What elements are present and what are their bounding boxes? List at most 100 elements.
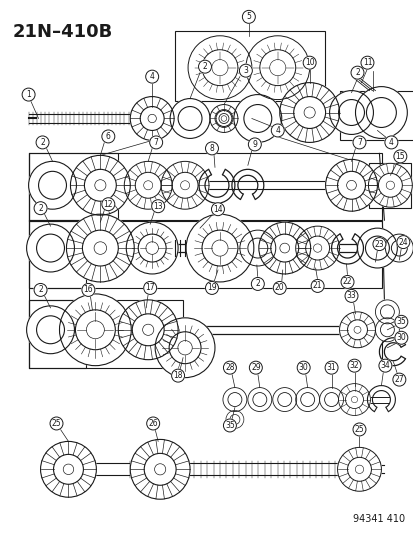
Text: 14: 14 bbox=[213, 205, 222, 214]
Circle shape bbox=[50, 417, 63, 430]
Text: 3: 3 bbox=[243, 66, 248, 75]
Circle shape bbox=[36, 136, 49, 149]
Circle shape bbox=[185, 214, 253, 282]
Circle shape bbox=[295, 387, 319, 411]
Circle shape bbox=[396, 236, 409, 248]
Circle shape bbox=[70, 156, 130, 215]
Text: 19: 19 bbox=[206, 284, 216, 293]
Bar bbox=[339, 91, 413, 140]
Text: 31: 31 bbox=[326, 363, 336, 372]
Circle shape bbox=[239, 230, 275, 266]
Text: 25: 25 bbox=[52, 419, 61, 428]
Circle shape bbox=[161, 161, 209, 209]
Circle shape bbox=[130, 439, 190, 499]
Circle shape bbox=[329, 91, 373, 134]
Text: 12: 12 bbox=[103, 200, 113, 209]
Circle shape bbox=[247, 387, 271, 411]
Circle shape bbox=[319, 387, 343, 411]
Text: 7: 7 bbox=[356, 138, 361, 147]
Text: 35: 35 bbox=[225, 421, 234, 430]
Circle shape bbox=[118, 300, 178, 360]
Circle shape bbox=[394, 332, 407, 344]
Bar bbox=[28, 220, 86, 288]
Text: 30: 30 bbox=[396, 333, 405, 342]
Text: 27: 27 bbox=[394, 375, 403, 384]
Circle shape bbox=[130, 96, 174, 140]
Circle shape bbox=[223, 361, 236, 374]
Text: 20: 20 bbox=[274, 284, 284, 293]
Text: 23: 23 bbox=[374, 239, 383, 248]
Text: 13: 13 bbox=[153, 201, 163, 211]
Circle shape bbox=[225, 410, 243, 429]
Circle shape bbox=[352, 136, 365, 149]
Text: 21N–410B: 21N–410B bbox=[13, 23, 113, 41]
Circle shape bbox=[82, 284, 95, 296]
Circle shape bbox=[28, 161, 76, 209]
Bar bbox=[28, 220, 382, 288]
Circle shape bbox=[324, 361, 337, 374]
Circle shape bbox=[295, 226, 339, 270]
Text: 30: 30 bbox=[298, 363, 308, 372]
Circle shape bbox=[245, 36, 309, 100]
Text: 22: 22 bbox=[342, 278, 351, 286]
Bar bbox=[368, 163, 411, 208]
Text: 34: 34 bbox=[380, 361, 389, 370]
Circle shape bbox=[339, 312, 375, 348]
Text: 7: 7 bbox=[153, 138, 158, 147]
Circle shape bbox=[102, 130, 114, 143]
Circle shape bbox=[337, 447, 380, 491]
Text: 8: 8 bbox=[209, 144, 214, 153]
Circle shape bbox=[211, 203, 224, 216]
Circle shape bbox=[251, 278, 263, 290]
Circle shape bbox=[34, 284, 47, 296]
Bar bbox=[28, 154, 382, 221]
Circle shape bbox=[26, 306, 74, 354]
Text: 32: 32 bbox=[349, 361, 358, 370]
Circle shape bbox=[360, 56, 373, 69]
Circle shape bbox=[357, 228, 396, 268]
Circle shape bbox=[271, 124, 284, 137]
Text: 4: 4 bbox=[150, 72, 154, 81]
Circle shape bbox=[273, 281, 285, 294]
Text: 26: 26 bbox=[148, 419, 158, 428]
Text: 25: 25 bbox=[354, 425, 363, 434]
Circle shape bbox=[126, 222, 178, 274]
Text: 15: 15 bbox=[394, 152, 404, 161]
Circle shape bbox=[352, 423, 365, 436]
Circle shape bbox=[151, 200, 164, 213]
Text: 33: 33 bbox=[346, 292, 356, 301]
Circle shape bbox=[272, 387, 296, 411]
Circle shape bbox=[248, 138, 261, 151]
Text: 16: 16 bbox=[83, 285, 93, 294]
Bar bbox=[28, 300, 183, 368]
Circle shape bbox=[249, 361, 262, 374]
Circle shape bbox=[214, 109, 233, 127]
Bar bbox=[28, 154, 118, 221]
Text: 29: 29 bbox=[250, 363, 260, 372]
Circle shape bbox=[340, 276, 353, 288]
Circle shape bbox=[198, 60, 211, 73]
Circle shape bbox=[311, 279, 323, 293]
Circle shape bbox=[233, 94, 281, 142]
Circle shape bbox=[394, 316, 407, 328]
Circle shape bbox=[188, 36, 251, 100]
Circle shape bbox=[378, 359, 391, 372]
Text: 1: 1 bbox=[26, 90, 31, 99]
Circle shape bbox=[66, 214, 134, 282]
Circle shape bbox=[155, 318, 214, 377]
Circle shape bbox=[145, 70, 158, 83]
Text: 5: 5 bbox=[246, 12, 251, 21]
Bar bbox=[175, 31, 324, 101]
Circle shape bbox=[384, 136, 397, 149]
Text: 2: 2 bbox=[202, 62, 207, 71]
Text: 2: 2 bbox=[40, 138, 45, 147]
Circle shape bbox=[297, 361, 309, 374]
Circle shape bbox=[368, 163, 411, 207]
Circle shape bbox=[338, 384, 370, 416]
Circle shape bbox=[355, 86, 406, 139]
Text: 21: 21 bbox=[312, 281, 322, 290]
Circle shape bbox=[124, 161, 172, 209]
Circle shape bbox=[205, 142, 218, 155]
Circle shape bbox=[375, 300, 399, 324]
Circle shape bbox=[325, 159, 377, 211]
